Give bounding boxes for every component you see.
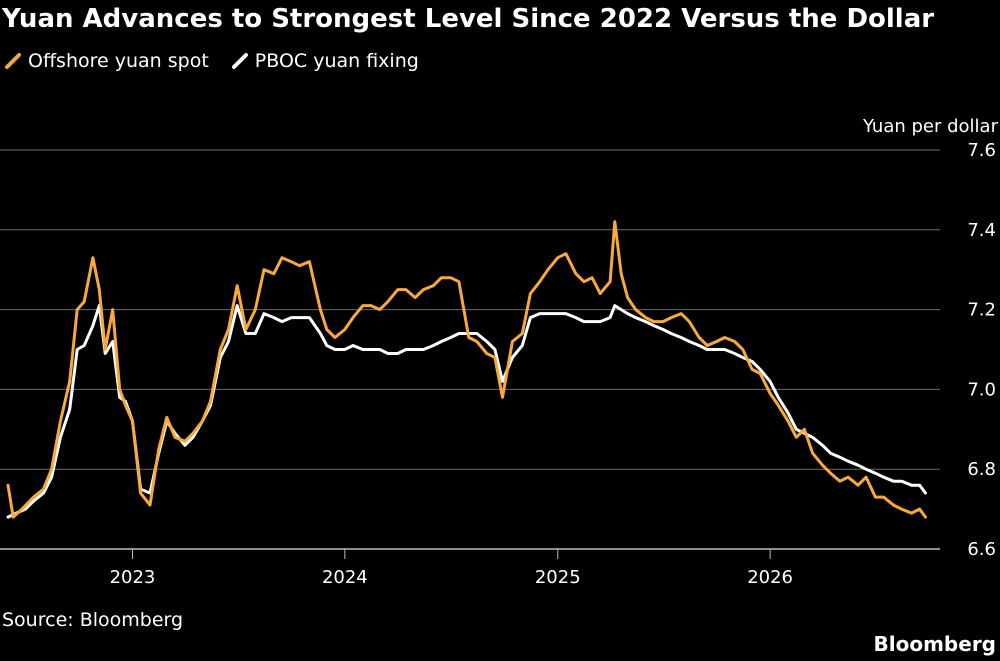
y-tick-label: 7.0: [967, 379, 996, 400]
legend-item-pboc: PBOC yuan fixing: [231, 50, 419, 72]
x-tick-label: 2025: [535, 567, 581, 588]
legend-swatch-offshore-icon: [5, 53, 21, 69]
y-tick-label: 7.2: [967, 300, 996, 321]
legend-swatch-pboc-icon: [231, 53, 248, 69]
x-tick-label: 2023: [110, 567, 156, 588]
series-line-pboc: [6, 304, 927, 519]
legend-item-offshore: Offshore yuan spot: [4, 50, 209, 72]
y-tick-label: 7.4: [967, 220, 996, 241]
y-tick-label: 6.8: [967, 459, 996, 480]
legend-label-offshore: Offshore yuan spot: [28, 50, 209, 72]
x-tick-label: 2024: [322, 567, 368, 588]
y-axis-label: Yuan per dollar: [863, 116, 998, 137]
source-note: Source: Bloomberg: [2, 609, 184, 631]
legend-label-pboc: PBOC yuan fixing: [254, 50, 419, 72]
y-tick-label: 7.6: [967, 140, 996, 161]
y-tick-label: 6.6: [967, 539, 996, 560]
x-tick-label: 2026: [747, 567, 793, 588]
bloomberg-logo: Bloomberg: [873, 632, 996, 656]
series-line-offshore: [6, 220, 927, 519]
legend: Offshore yuan spot PBOC yuan fixing: [4, 50, 419, 72]
chart-title: Yuan Advances to Strongest Level Since 2…: [2, 4, 935, 34]
